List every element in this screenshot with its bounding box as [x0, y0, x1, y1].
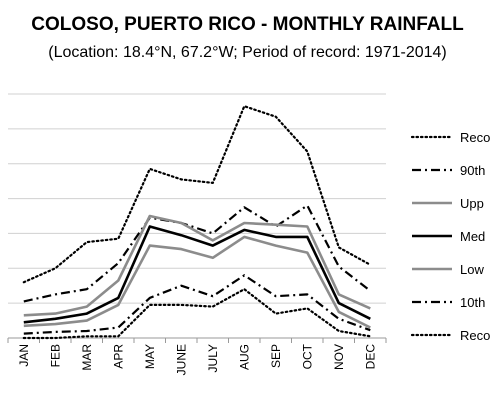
- x-tick-label: FEB: [48, 344, 62, 367]
- legend-label: Upp: [460, 196, 484, 211]
- x-tick-label: AUG: [237, 344, 251, 370]
- x-tick-label: SEP: [269, 344, 283, 368]
- series-line-4: [23, 235, 371, 329]
- x-tick-label: APR: [111, 344, 125, 369]
- x-tick-label: JULY: [206, 344, 220, 372]
- legend-label: 10th: [460, 295, 485, 310]
- series-line-1: [23, 204, 371, 303]
- chart-subtitle: (Location: 18.4°N, 67.2°W; Period of rec…: [48, 44, 447, 61]
- series-line-2: [23, 214, 371, 317]
- x-tick-label: NOV: [332, 344, 346, 370]
- legend-label: Reco: [460, 130, 490, 145]
- legend-label: Med: [460, 229, 485, 244]
- series-line-3: [23, 225, 371, 324]
- legend-label: Low: [460, 262, 484, 277]
- series-line-5: [23, 274, 371, 335]
- chart-title: COLOSO, PUERTO RICO - MONTHLY RAINFALL: [31, 14, 464, 35]
- series-line-6: [22, 288, 372, 340]
- x-tick-label: MAR: [80, 344, 94, 371]
- legend-label: 90th: [460, 163, 485, 178]
- series-line-0: [22, 105, 372, 284]
- x-tick-label: OCT: [300, 343, 314, 369]
- x-tick-label: JUNE: [174, 344, 188, 375]
- legend-label: Reco: [460, 328, 490, 343]
- x-tick-label: DEC: [363, 344, 377, 370]
- x-tick-label: MAY: [143, 344, 157, 369]
- x-tick-label: JAN: [17, 344, 31, 367]
